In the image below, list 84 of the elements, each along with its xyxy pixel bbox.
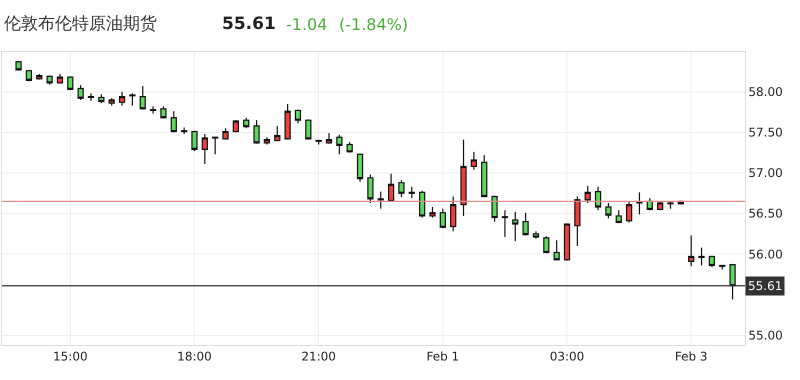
- candlestick: [729, 263, 736, 300]
- candlestick: [36, 73, 42, 80]
- candlestick: [522, 212, 529, 236]
- candlestick: [574, 196, 580, 247]
- candlestick: [367, 174, 374, 204]
- chart-title: 伦敦布伦特原油期货: [4, 14, 157, 34]
- candlestick: [316, 140, 322, 146]
- candlestick: [440, 208, 446, 229]
- y-tick-label: 55.00: [748, 328, 783, 342]
- x-tick-label: Feb 1: [426, 349, 460, 364]
- candlestick: [460, 139, 467, 217]
- candlestick: [667, 200, 674, 210]
- x-tick-label: 21:00: [301, 349, 336, 364]
- candlestick: [284, 103, 291, 140]
- candlestick: [336, 134, 342, 155]
- candlestick: [429, 206, 436, 218]
- y-tick-label: 56.00: [748, 247, 783, 262]
- candlestick: [222, 128, 229, 140]
- candlestick: [170, 110, 177, 133]
- candlestick: [191, 130, 198, 152]
- candlestick: [160, 106, 167, 120]
- candlestick: [636, 192, 643, 215]
- x-tick-label: Feb 3: [674, 349, 708, 364]
- candlestick: [388, 173, 394, 202]
- candlestick: [626, 200, 632, 224]
- candlestick: [326, 132, 332, 144]
- candlestick: [202, 133, 208, 165]
- text: -1.04: [286, 15, 328, 34]
- candlestick: [264, 136, 270, 146]
- candlestick: [532, 230, 540, 240]
- candlestick: [584, 185, 591, 204]
- candlestick: [46, 74, 53, 86]
- candlestick: [698, 247, 705, 266]
- ref-line-label: 55.61: [748, 279, 782, 293]
- y-tick-label: 56.50: [748, 206, 783, 221]
- candlestick: [67, 76, 74, 91]
- candlestick: [274, 125, 280, 142]
- candlestick: [129, 92, 136, 106]
- text: (-1.84%): [339, 15, 408, 34]
- candlestick: [15, 60, 22, 72]
- candlestick: [88, 92, 94, 102]
- candlestick: [708, 255, 716, 268]
- candlestick: [450, 196, 456, 232]
- candlestick: [294, 109, 302, 124]
- candlestick: [78, 84, 84, 100]
- candlestick: [118, 91, 126, 106]
- candlestick: [253, 120, 260, 144]
- candlestick: [481, 154, 488, 198]
- candlestick: [378, 191, 384, 210]
- y-tick-label: 57.50: [748, 126, 783, 140]
- candlestick: [564, 222, 570, 262]
- x-tick-label: 18:00: [177, 349, 212, 364]
- candlestick: [180, 126, 188, 135]
- candlestick: [346, 141, 353, 154]
- candlestick: [502, 210, 508, 238]
- candlestick: [398, 180, 405, 198]
- candlestick: [26, 69, 32, 82]
- candlestick: [212, 136, 218, 155]
- candlestick: [554, 240, 560, 260]
- candlestick: [470, 151, 478, 170]
- candlestick: [408, 186, 415, 199]
- candlestick: [543, 236, 550, 254]
- candlestick: [646, 197, 653, 211]
- x-tick-label: 15:00: [53, 349, 88, 364]
- candlestick: [356, 152, 364, 182]
- candlestick: [419, 190, 426, 218]
- candlestick: [232, 120, 239, 133]
- candlestick: [98, 94, 104, 104]
- candlestick: [140, 85, 146, 110]
- candlestick: [243, 117, 250, 129]
- candlestick: [56, 73, 64, 84]
- candlestick: [688, 234, 694, 267]
- candlestick: [616, 210, 622, 224]
- candlestick: [305, 118, 312, 140]
- candlestick: [150, 106, 156, 114]
- candlestick: [719, 264, 726, 270]
- candlestick: [512, 211, 518, 242]
- candlestick: [605, 202, 612, 219]
- candlestick: [657, 200, 664, 211]
- candlestick: [108, 98, 115, 106]
- x-tick-label: 03:00: [550, 349, 584, 364]
- text: 55.61: [222, 14, 276, 34]
- y-tick-label: 57.00: [748, 166, 783, 180]
- y-tick-label: 58.00: [748, 84, 783, 99]
